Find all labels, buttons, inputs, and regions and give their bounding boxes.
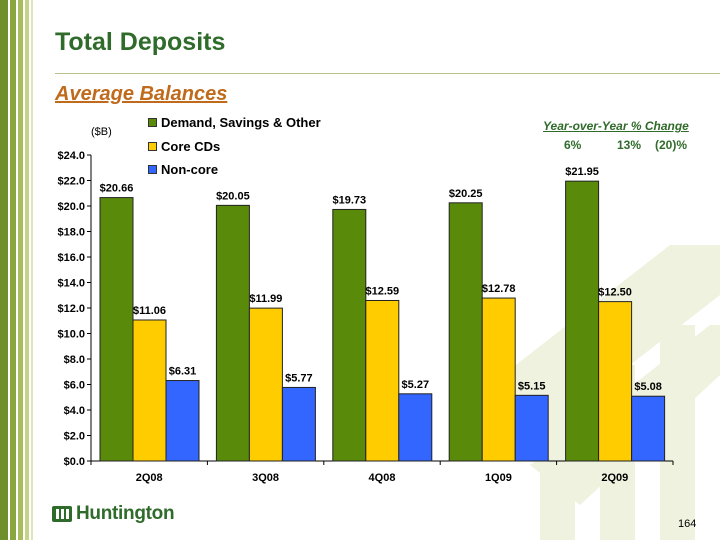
bar bbox=[248, 307, 283, 462]
data-label: $11.06 bbox=[133, 305, 166, 317]
x-tick-label: 1Q09 bbox=[485, 472, 512, 484]
y-tick-label: $4.0 bbox=[64, 405, 85, 417]
yoy-value-demand: 6% bbox=[564, 138, 582, 152]
legend-label-non-core: Non-core bbox=[161, 162, 219, 177]
data-label: $11.99 bbox=[249, 293, 282, 305]
legend-swatch-core-cds bbox=[148, 142, 157, 151]
y-tick-label: $14.0 bbox=[57, 278, 85, 290]
data-label: $20.05 bbox=[216, 190, 250, 202]
bar bbox=[398, 393, 433, 462]
bar bbox=[631, 395, 666, 462]
bar bbox=[481, 297, 516, 462]
data-label: $5.15 bbox=[518, 380, 546, 392]
x-tick-label: 2Q09 bbox=[601, 472, 628, 484]
bar bbox=[281, 386, 316, 462]
bar bbox=[215, 204, 250, 462]
y-tick-label: $24.0 bbox=[57, 150, 85, 162]
y-tick-label: $8.0 bbox=[64, 354, 85, 366]
y-tick-label: $2.0 bbox=[64, 431, 85, 443]
data-label: $12.78 bbox=[482, 283, 516, 295]
y-tick-label: $20.0 bbox=[57, 201, 85, 213]
data-label: $12.59 bbox=[365, 285, 399, 297]
yoy-value-core-cds: 13% bbox=[617, 138, 642, 152]
y-tick-label: $6.0 bbox=[64, 380, 85, 392]
bar bbox=[132, 319, 167, 462]
bar bbox=[598, 301, 633, 462]
units-label: ($B) bbox=[91, 126, 112, 138]
bar bbox=[448, 202, 483, 462]
bar bbox=[565, 180, 600, 462]
logo-mark-icon bbox=[52, 506, 72, 522]
legend-swatch-non-core bbox=[148, 165, 157, 174]
y-tick-label: $0.0 bbox=[64, 456, 85, 468]
legend-label-demand: Demand, Savings & Other bbox=[161, 115, 321, 130]
bar bbox=[99, 197, 134, 462]
legend-item-non-core: Non-core bbox=[148, 162, 218, 177]
huntington-logo: Huntington bbox=[52, 503, 175, 525]
data-label: $19.73 bbox=[332, 194, 366, 206]
y-tick-label: $18.0 bbox=[57, 227, 85, 239]
legend-item-demand: Demand, Savings & Other bbox=[148, 115, 321, 130]
x-tick-label: 4Q08 bbox=[369, 472, 396, 484]
y-tick-label: $12.0 bbox=[57, 303, 85, 315]
data-label: $5.77 bbox=[285, 372, 313, 384]
yoy-title: Year-over-Year % Change bbox=[543, 119, 689, 133]
legend-swatch-demand bbox=[148, 118, 157, 127]
data-label: $12.50 bbox=[598, 287, 632, 299]
legend-label-core-cds: Core CDs bbox=[161, 139, 221, 154]
x-tick-label: 3Q08 bbox=[252, 472, 279, 484]
data-label: $21.95 bbox=[565, 166, 599, 178]
data-label: $6.31 bbox=[169, 366, 197, 378]
data-label: $20.25 bbox=[449, 188, 483, 200]
data-label: $5.27 bbox=[402, 379, 430, 391]
bar bbox=[332, 208, 367, 462]
bar bbox=[514, 394, 549, 462]
yoy-value-non-core: (20)% bbox=[655, 138, 688, 152]
page-number: 164 bbox=[678, 518, 697, 530]
y-tick-label: $10.0 bbox=[57, 329, 85, 341]
logo-wordmark: Huntington bbox=[76, 503, 175, 524]
x-tick-label: 2Q08 bbox=[136, 472, 163, 484]
y-tick-label: $22.0 bbox=[57, 176, 85, 188]
legend-item-core-cds: Core CDs bbox=[148, 139, 220, 154]
side-stripes bbox=[0, 0, 34, 540]
data-label: $5.08 bbox=[634, 381, 662, 393]
y-tick-label: $16.0 bbox=[57, 252, 85, 264]
bar bbox=[365, 299, 400, 462]
page-subtitle: Average Balances bbox=[55, 83, 228, 105]
bar bbox=[165, 380, 200, 462]
page-title: Total Deposits bbox=[55, 28, 226, 56]
data-label: $20.66 bbox=[100, 183, 134, 195]
title-divider bbox=[55, 73, 720, 74]
